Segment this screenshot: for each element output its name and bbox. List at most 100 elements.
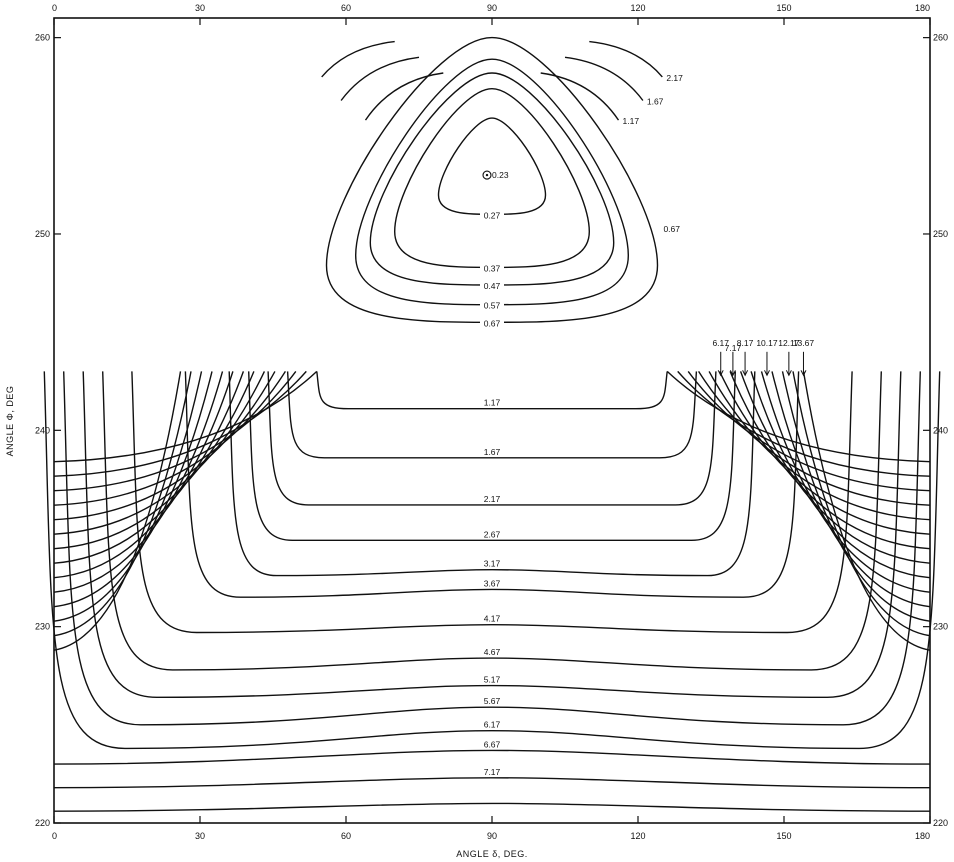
label-arrow-head <box>729 370 736 377</box>
contour-arc-right <box>564 56 644 101</box>
contour-flank-left <box>53 371 192 637</box>
contour-flank-left <box>53 371 276 521</box>
contour-bottom <box>228 371 756 577</box>
contour-label: 0.27 <box>484 210 501 220</box>
contour-label: 0.47 <box>484 281 501 291</box>
contour-bottom <box>316 371 668 410</box>
contour-label-bg <box>480 210 504 221</box>
label-arrow-head <box>742 370 749 377</box>
label-arrow-head <box>785 370 792 377</box>
x-tick-label-bottom: 120 <box>630 831 645 841</box>
contour-arc-left <box>321 40 395 78</box>
contour-flank-left <box>53 371 266 535</box>
contour-flank-right <box>687 370 931 492</box>
contour-label-bg <box>480 446 504 457</box>
contour-label: 0.67 <box>484 318 501 328</box>
contour-label-bg <box>480 674 504 685</box>
y-tick-label-left: 230 <box>35 622 50 632</box>
contour-label-bg <box>480 558 504 569</box>
contour-lines <box>43 36 941 812</box>
contour-label: 6.17 <box>484 720 501 730</box>
contour-flank-right <box>802 371 931 651</box>
contour-label-bg <box>664 72 689 83</box>
x-tick-label-bottom: 180 <box>915 831 930 841</box>
flank-label: 8.17 <box>737 338 754 348</box>
contour-labels: 0.27 0.37 0.47 0.57 0.67 0.23 0.67 1.17 1.67 2.17… <box>480 72 815 777</box>
contour-label: 1.67 <box>647 96 664 106</box>
contour-bottom <box>131 371 853 634</box>
contour-label: 0.57 <box>484 301 501 311</box>
contour-label-bg <box>480 529 504 540</box>
y-tick-label-left: 250 <box>35 229 50 239</box>
y-tick-label-left: 240 <box>35 425 50 435</box>
contour-label-bg <box>480 397 504 408</box>
x-tick-label-top: 30 <box>195 3 205 13</box>
minimum-marker-dot <box>485 173 489 177</box>
contour-label: 2.17 <box>484 494 501 504</box>
contour-label-bg <box>480 647 504 658</box>
contour-bottom <box>248 371 736 542</box>
label-arrow-head <box>800 370 807 377</box>
y-tick-label-right: 220 <box>933 818 948 828</box>
contour-label: 5.17 <box>484 675 501 685</box>
contour-flank-right <box>666 370 931 463</box>
contour-label-bg <box>480 300 504 311</box>
contour-label-bg <box>480 719 504 730</box>
contour-bottom <box>286 371 698 459</box>
contour-arc-left <box>340 56 420 101</box>
contour-flank-left <box>53 370 297 492</box>
flank-label: 10.17 <box>756 338 778 348</box>
contour-label: 3.67 <box>484 578 501 588</box>
contour-label: 3.17 <box>484 559 501 569</box>
y-tick-label-left: 220 <box>35 818 50 828</box>
contour-flank-left <box>53 370 307 477</box>
contour-bottom <box>184 371 800 598</box>
x-tick-label-bottom: 150 <box>776 831 791 841</box>
contour-label-bg <box>480 578 504 589</box>
contour-flank-left <box>53 371 182 651</box>
contour-label: 2.67 <box>484 529 501 539</box>
x-tick-label-bottom: 60 <box>341 831 351 841</box>
contour-bottom <box>102 371 882 671</box>
contour-bottom <box>63 371 921 726</box>
x-tick-label-top: 60 <box>341 3 351 13</box>
contour-flank-right <box>708 371 931 521</box>
contour-flank-left <box>53 370 318 463</box>
y-axis-title: ANGLE Φ, DEG <box>5 386 15 457</box>
contour-flank-left <box>53 371 203 622</box>
label-arrow-head <box>717 370 724 377</box>
contour-top <box>437 117 547 216</box>
y-tick-label-left: 260 <box>35 33 50 43</box>
contour-arc-right <box>589 40 663 78</box>
contour-label-bg <box>480 766 504 777</box>
x-axis-title: ANGLE δ, DEG. <box>456 849 528 859</box>
contour-label: 1.17 <box>623 116 640 126</box>
contour-arc-left <box>364 72 444 121</box>
y-tick-label-right: 240 <box>933 425 948 435</box>
contour-label: 6.67 <box>484 739 501 749</box>
contour-label: 1.67 <box>484 447 501 457</box>
contour-bottom <box>82 371 902 699</box>
contour-label: 1.17 <box>484 398 501 408</box>
contour-bottom <box>53 777 931 789</box>
x-tick-label-top: 120 <box>630 3 645 13</box>
contour-label-bg <box>480 318 504 329</box>
contour-label: 4.67 <box>484 647 501 657</box>
y-tick-label-right: 250 <box>933 229 948 239</box>
contour-bottom <box>43 371 941 750</box>
flank-label: 7.17 <box>725 343 742 353</box>
contour-arc-right <box>540 72 620 121</box>
contour-bottom <box>53 802 931 812</box>
contour-label: 0.67 <box>663 224 680 234</box>
x-tick-label-bottom: 30 <box>195 831 205 841</box>
label-arrow-head <box>764 370 770 377</box>
contour-bottom <box>267 371 717 506</box>
flank-label: 13.67 <box>793 338 815 348</box>
contour-label-bg <box>480 613 504 624</box>
flank-label: 6.17 <box>712 338 729 348</box>
minimum-label: 0.23 <box>492 170 509 180</box>
contour-flank-right <box>718 371 931 535</box>
contour-label-bg <box>620 116 645 127</box>
